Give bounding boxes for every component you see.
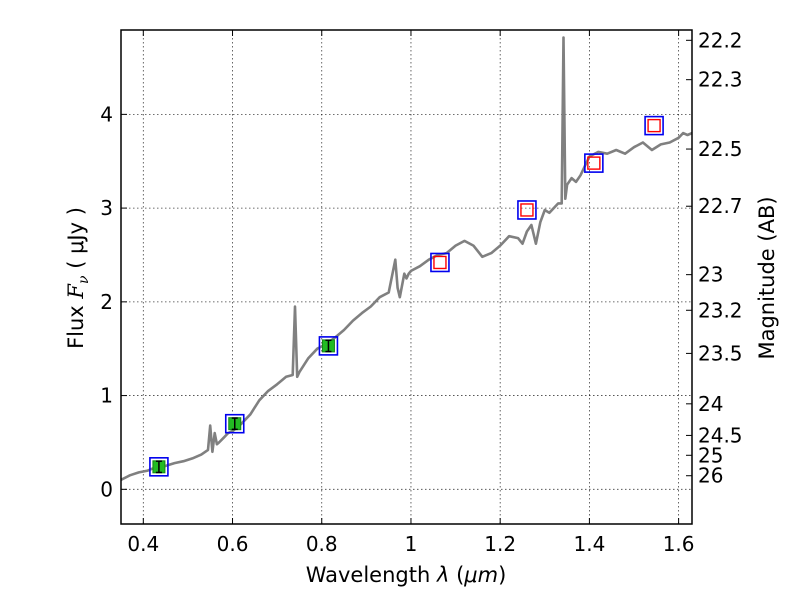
y-tick-label: 2	[100, 290, 113, 314]
model-square-marker	[318, 336, 339, 356]
y-axis-label: Flux Fν ( μJy )	[64, 207, 92, 349]
spectrum-line	[121, 36, 692, 482]
x-tick-label: 1.4	[573, 532, 605, 556]
y-right-tick-label: 23	[698, 263, 723, 287]
x-axis-label: Wavelength λ (μm)	[306, 563, 507, 587]
photometry-nir-point	[433, 255, 447, 270]
y-tick-label: 3	[100, 196, 113, 220]
x-tick-label: 0.8	[306, 532, 338, 556]
x-tick-label: 0.4	[127, 532, 159, 556]
y-right-tick-label: 22.3	[698, 68, 743, 92]
y-right-tick-label: 22.2	[698, 28, 743, 52]
y-right-axis-label: Magnitude (AB)	[755, 196, 779, 359]
y-right-tick-label: 23.5	[698, 341, 743, 365]
marker-layer	[149, 115, 664, 477]
y-tick-label: 1	[100, 384, 113, 408]
series-layer	[121, 36, 692, 482]
model-square-marker	[584, 153, 604, 173]
photometry-nir-point	[520, 203, 534, 217]
y-right-tick-label: 25	[698, 443, 723, 467]
grid-layer	[121, 30, 692, 524]
photometry-nir-point	[647, 118, 661, 133]
y-right-tick-label: 24.5	[698, 423, 743, 447]
x-tick-label: 0.6	[217, 532, 249, 556]
model-square-marker	[430, 252, 450, 273]
model-square-marker	[517, 200, 537, 220]
tick-layer: 0.4 0.6 0.8 1 1.2 1.4 1.60123422.222.322.522.7…	[100, 28, 742, 556]
y-right-tick-label: 22.5	[698, 137, 743, 161]
model-square-marker	[149, 457, 169, 477]
x-tick-label: 1	[405, 532, 418, 556]
x-tick-label: 1.2	[484, 532, 516, 556]
y-tick-label: 4	[100, 102, 113, 126]
y-right-tick-label: 26	[698, 464, 723, 488]
y-right-tick-label: 22.7	[698, 194, 743, 218]
y-right-tick-label: 24	[698, 392, 723, 416]
y-tick-label: 0	[100, 477, 113, 501]
y-right-tick-label: 23.2	[698, 298, 743, 322]
model-square-marker	[644, 115, 664, 136]
x-tick-label: 1.6	[663, 532, 695, 556]
photometry-nir-point	[587, 156, 601, 170]
plot-frame	[120, 29, 693, 525]
model-square-marker	[224, 413, 245, 434]
